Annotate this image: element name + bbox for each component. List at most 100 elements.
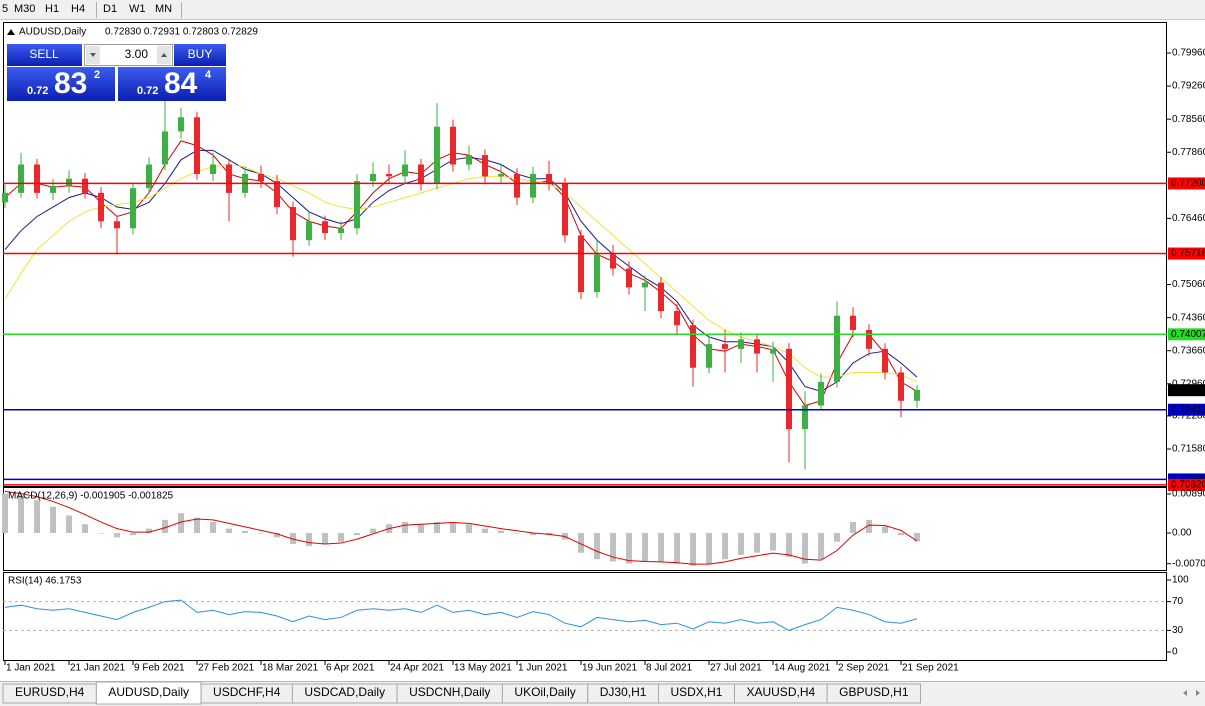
- macd-bar: [882, 526, 888, 533]
- candle-body: [418, 164, 424, 184]
- macd-bar: [466, 524, 472, 533]
- macd-bar: [866, 519, 872, 533]
- x-tick-label: 13 May 2021: [454, 663, 512, 674]
- candle-body: [530, 173, 536, 198]
- volume[interactable]: 3.00: [125, 47, 149, 61]
- macd-bar: [722, 532, 728, 560]
- trade-panel: SELL 3.00 BUY 0.72 83 2 0.72 84 4: [7, 44, 226, 101]
- tab-label[interactable]: AUDUSD,Daily: [108, 685, 189, 699]
- level-label-box: [1168, 403, 1205, 416]
- plot-layer: 0.79960 0.79260 0.78560 0.77860 0.76460 0.750…: [2, 48, 1205, 674]
- timeframe-button[interactable]: H1: [45, 3, 59, 15]
- tab-label[interactable]: DJ30,H1: [600, 685, 647, 699]
- scroll-left[interactable]: [1183, 690, 1187, 696]
- macd-bar: [786, 532, 792, 558]
- candle-body: [562, 183, 568, 236]
- volume-box[interactable]: [84, 44, 173, 66]
- level-label: 0.77200: [1171, 178, 1205, 189]
- tab-label[interactable]: XAUUSD,H4: [746, 685, 815, 699]
- collapse-icon[interactable]: [7, 29, 15, 35]
- x-tick-label: 14 Aug 2021: [774, 663, 831, 674]
- macd-bar: [146, 528, 152, 533]
- candle-body: [818, 381, 824, 406]
- level-label-box: [1168, 328, 1205, 341]
- timeframe-button[interactable]: W1: [129, 3, 146, 15]
- candle-body: [578, 235, 584, 293]
- candle-body: [738, 339, 744, 349]
- x-tick-label: 2 Sep 2021: [838, 663, 890, 674]
- x-tick-label: 27 Feb 2021: [198, 663, 255, 674]
- timeframe-button[interactable]: 5: [2, 3, 8, 15]
- macd-bar: [914, 532, 920, 542]
- candle-body: [786, 348, 792, 430]
- candle-body: [642, 282, 648, 288]
- macd-bar: [642, 532, 648, 562]
- candle-body: [130, 188, 136, 229]
- candle-body: [66, 178, 72, 186]
- y-tick-label: 0.76460: [1172, 213, 1205, 224]
- macd-bar: [418, 524, 424, 533]
- candle-body: [610, 254, 616, 269]
- x-tick-label: 9 Feb 2021: [134, 663, 185, 674]
- buy-button[interactable]: [174, 44, 226, 66]
- tab-label[interactable]: USDCAD,Daily: [304, 685, 385, 699]
- y-tick-label: 100: [1172, 575, 1189, 586]
- macd-panel: [3, 487, 1167, 571]
- timeframe-button[interactable]: D1: [103, 3, 117, 15]
- macd-bar: [290, 532, 296, 544]
- level-label: 0.72411: [1171, 404, 1205, 415]
- macd-bar: [626, 532, 632, 564]
- timeframe-button[interactable]: MN: [155, 3, 172, 15]
- candle-body: [98, 192, 104, 222]
- candle-body: [882, 348, 888, 373]
- up-arrow: [161, 53, 167, 57]
- macd-bar: [706, 532, 712, 564]
- sell-button[interactable]: [7, 44, 82, 66]
- macd-bar: [498, 530, 504, 533]
- timeframe-button[interactable]: H4: [71, 3, 85, 15]
- y-tick-label: 0.72280: [1172, 411, 1205, 422]
- tab-label[interactable]: USDX,H1: [670, 685, 722, 699]
- y-tick-label: 70: [1172, 596, 1184, 607]
- buy-label[interactable]: BUY: [188, 47, 213, 61]
- level-label-box: [1168, 478, 1205, 491]
- candle-body: [226, 164, 232, 193]
- candle-body: [434, 126, 440, 184]
- sell-label[interactable]: SELL: [29, 47, 59, 61]
- macd-bar: [834, 532, 840, 542]
- candle-body: [834, 315, 840, 382]
- candle-body: [146, 164, 152, 189]
- timeframe-button[interactable]: M30: [14, 3, 35, 15]
- rsi-panel: [3, 572, 1167, 661]
- level-label: 0.75716: [1171, 248, 1205, 259]
- candle-body: [674, 311, 680, 326]
- macd-bar: [850, 522, 856, 533]
- macd-bar: [98, 532, 104, 534]
- tab-label[interactable]: EURUSD,H4: [15, 685, 85, 699]
- ask-box[interactable]: [118, 67, 226, 101]
- candle-body: [82, 178, 88, 193]
- tab-label[interactable]: GBPUSD,H1: [839, 685, 909, 699]
- tab-label[interactable]: USDCHF,H4: [213, 685, 281, 699]
- y-tick-label: -0.00701: [1172, 558, 1205, 569]
- candle-body: [866, 329, 872, 349]
- tab-label[interactable]: UKOil,Daily: [514, 685, 575, 699]
- macd-bar: [338, 532, 344, 542]
- scroll-right[interactable]: [1196, 690, 1200, 696]
- candle-body: [306, 221, 312, 241]
- y-tick-label: 0.78560: [1172, 114, 1205, 125]
- level-label: 0.74007: [1171, 329, 1205, 340]
- macd-bar: [578, 532, 584, 553]
- y-tick-label: 30: [1172, 625, 1184, 636]
- candle-body: [114, 221, 120, 229]
- macd-bar: [402, 522, 408, 533]
- bid-box[interactable]: [7, 67, 115, 101]
- tab-label[interactable]: USDCNH,Daily: [409, 685, 490, 699]
- tab[interactable]: [826, 683, 922, 704]
- macd-bar: [770, 532, 776, 551]
- macd-bar: [82, 524, 88, 533]
- macd-bar: [66, 515, 72, 533]
- candle-body: [402, 164, 408, 177]
- x-tick-label: 27 Jul 2021: [710, 663, 762, 674]
